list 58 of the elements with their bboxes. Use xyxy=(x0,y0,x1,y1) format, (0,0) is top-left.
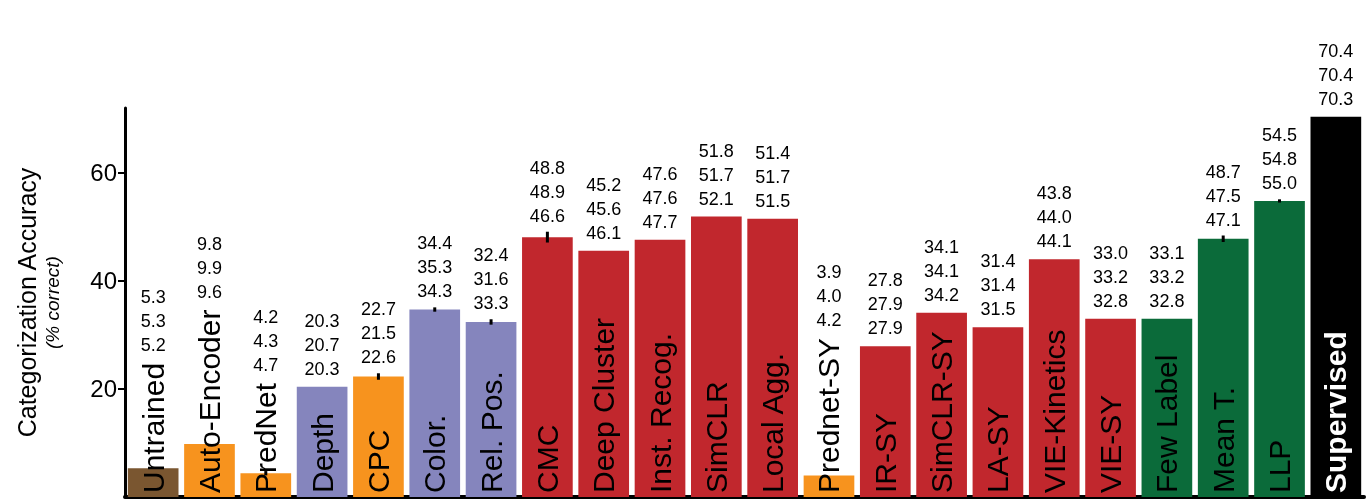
annotation: 20.3 20.7 20.3 xyxy=(304,310,340,379)
annotation: 48.8 48.9 46.6 xyxy=(529,157,565,226)
bar xyxy=(1085,318,1136,497)
x-tick-label: Local Agg. xyxy=(756,352,790,493)
x-tick-label: VIE-SY xyxy=(1094,394,1128,493)
annotation: 33.1 33.2 32.8 xyxy=(1149,242,1185,311)
x-tick-label: Few Label xyxy=(1150,354,1184,493)
annotation: 4.2 4.3 4.7 xyxy=(253,306,279,375)
x-tick-label: IR-SY xyxy=(868,412,902,493)
x-tick-label: Mean T. xyxy=(1206,386,1240,493)
x-tick-label: CMC xyxy=(530,424,564,493)
x-tick-label: CPC xyxy=(361,429,395,493)
x-tick-label: Prednet-SY xyxy=(812,337,846,493)
annotation: 43.8 44.0 44.1 xyxy=(1036,183,1072,252)
annotation: 54.5 54.8 55.0 xyxy=(1262,124,1298,193)
annotation: 45.2 45.6 46.1 xyxy=(586,174,622,243)
bar xyxy=(409,309,461,497)
annotation: 22.7 21.5 22.6 xyxy=(360,299,396,368)
x-tick-label: SimCLR xyxy=(699,381,733,493)
bar xyxy=(859,346,911,497)
x-tick-label: Inst. Recog. xyxy=(643,332,677,493)
bar xyxy=(747,218,798,497)
bar xyxy=(972,327,1024,497)
annotation: 47.6 47.6 47.7 xyxy=(642,163,678,232)
x-tick-label: LA-SY xyxy=(981,406,1015,493)
x-tick-label: Supervised xyxy=(1319,331,1353,493)
y-tick-label: 40 xyxy=(90,267,117,295)
y-axis-title: Categorization Accuracy (% correct) xyxy=(13,167,63,438)
annotation: 27.8 27.9 27.9 xyxy=(867,270,903,339)
x-tick-label: Untrained xyxy=(136,362,170,493)
annotation: 51.8 51.7 52.1 xyxy=(698,140,734,209)
bar xyxy=(522,237,573,497)
x-tick-label: LLP xyxy=(1263,439,1297,493)
annotation: 3.9 4.0 4.2 xyxy=(816,261,842,330)
x-tick-label: SimCLR-SY xyxy=(925,331,959,493)
annotation: 51.4 51.7 51.5 xyxy=(755,142,791,211)
annotation: 5.3 5.3 5.2 xyxy=(140,286,166,355)
x-tick-label: Auto-Encoder xyxy=(192,309,226,493)
x-tick-label: Deep Cluster xyxy=(587,317,621,493)
x-tick-label: PredNet xyxy=(249,382,283,493)
x-tick-label: Rel. Pos. xyxy=(474,371,508,493)
y-tick-label: 20 xyxy=(90,375,117,403)
annotation: 48.7 47.5 47.1 xyxy=(1205,161,1241,230)
annotation: 33.0 33.2 32.8 xyxy=(1093,242,1129,311)
bar xyxy=(1197,238,1249,497)
y-tick-label: 60 xyxy=(90,159,117,187)
annotation: 34.1 34.1 34.2 xyxy=(924,236,960,305)
annotation: 9.8 9.9 9.6 xyxy=(196,233,222,302)
bar xyxy=(691,216,742,497)
annotation: 32.4 31.6 33.3 xyxy=(473,245,509,314)
x-tick-label: Color. xyxy=(418,414,452,493)
annotation: 70.4 70.4 70.3 xyxy=(1318,40,1354,109)
x-tick-label: Depth xyxy=(305,412,339,493)
x-tick-label: VIE-Kinetics xyxy=(1037,329,1071,493)
bar xyxy=(1254,200,1305,497)
annotation: 31.4 31.4 31.5 xyxy=(980,251,1016,320)
annotation: 34.4 35.3 34.3 xyxy=(417,233,453,302)
bar xyxy=(353,376,404,497)
